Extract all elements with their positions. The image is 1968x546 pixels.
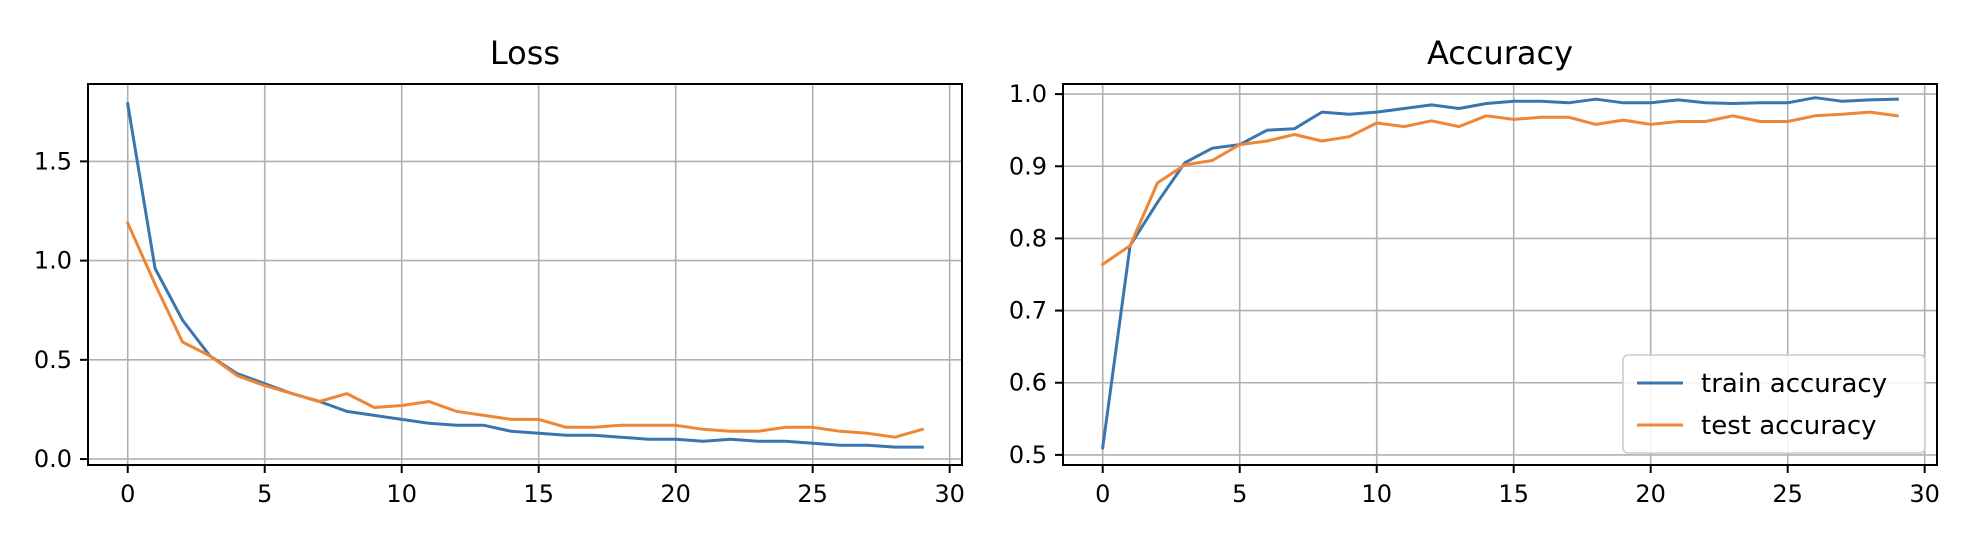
accuracy-legend-label-2: test accuracy (1701, 411, 1877, 441)
loss-x-tick-label-4: 20 (660, 480, 691, 508)
accuracy-x-tick-label-6: 30 (1909, 480, 1940, 508)
loss-y-tick-label-0: 0.0 (34, 445, 72, 473)
loss-x-tick-label-3: 15 (523, 480, 554, 508)
loss-x-tick-label-0: 0 (120, 480, 135, 508)
accuracy-y-tick-label-5: 1.0 (1009, 80, 1047, 108)
accuracy-chart-title: Accuracy (1427, 34, 1573, 72)
loss-x-tick-label-1: 5 (257, 480, 272, 508)
accuracy-legend: train accuracy test accuracy (1622, 354, 1926, 454)
accuracy-x-tick-label-5: 25 (1772, 480, 1803, 508)
loss-plot-frame (87, 83, 963, 466)
accuracy-chart: 0 5 10 15 20 25 30 0.5 0.6 0.7 0.8 0.9 1.0 Accuracy tr… (1009, 34, 1940, 508)
accuracy-plot-frame (1062, 83, 1938, 466)
loss-series-1-line (125, 102, 924, 449)
accuracy-legend-label-1: train accuracy (1701, 369, 1887, 399)
loss-x-tick-label-2: 10 (386, 480, 417, 508)
loss-x-tick-label-5: 25 (797, 480, 828, 508)
accuracy-x-tick-label-3: 15 (1498, 480, 1529, 508)
accuracy-y-tick-label-3: 0.8 (1009, 224, 1047, 252)
loss-y-tick-label-3: 1.5 (34, 147, 72, 175)
loss-x-tick-label-6: 30 (934, 480, 965, 508)
accuracy-legend-box (1622, 354, 1926, 454)
accuracy-y-tick-label-1: 0.6 (1009, 369, 1047, 397)
accuracy-y-tick-label-0: 0.5 (1009, 441, 1047, 469)
loss-series-2-line (125, 220, 925, 439)
accuracy-x-tick-label-0: 0 (1095, 480, 1110, 508)
loss-chart-title: Loss (490, 34, 560, 72)
loss-chart: 0 5 10 15 20 25 30 0.0 0.5 1.0 1.5 Loss (34, 34, 965, 508)
accuracy-x-tick-label-1: 5 (1232, 480, 1247, 508)
accuracy-x-tick-label-2: 10 (1361, 480, 1392, 508)
loss-y-tick-label-2: 1.0 (34, 247, 72, 275)
accuracy-series-2-line (1100, 110, 1899, 267)
accuracy-series-1-line (1101, 96, 1899, 450)
accuracy-y-tick-label-4: 0.9 (1009, 152, 1047, 180)
loss-y-tick-label-1: 0.5 (34, 346, 72, 374)
accuracy-y-tick-label-2: 0.7 (1009, 297, 1047, 325)
accuracy-x-tick-label-4: 20 (1635, 480, 1666, 508)
